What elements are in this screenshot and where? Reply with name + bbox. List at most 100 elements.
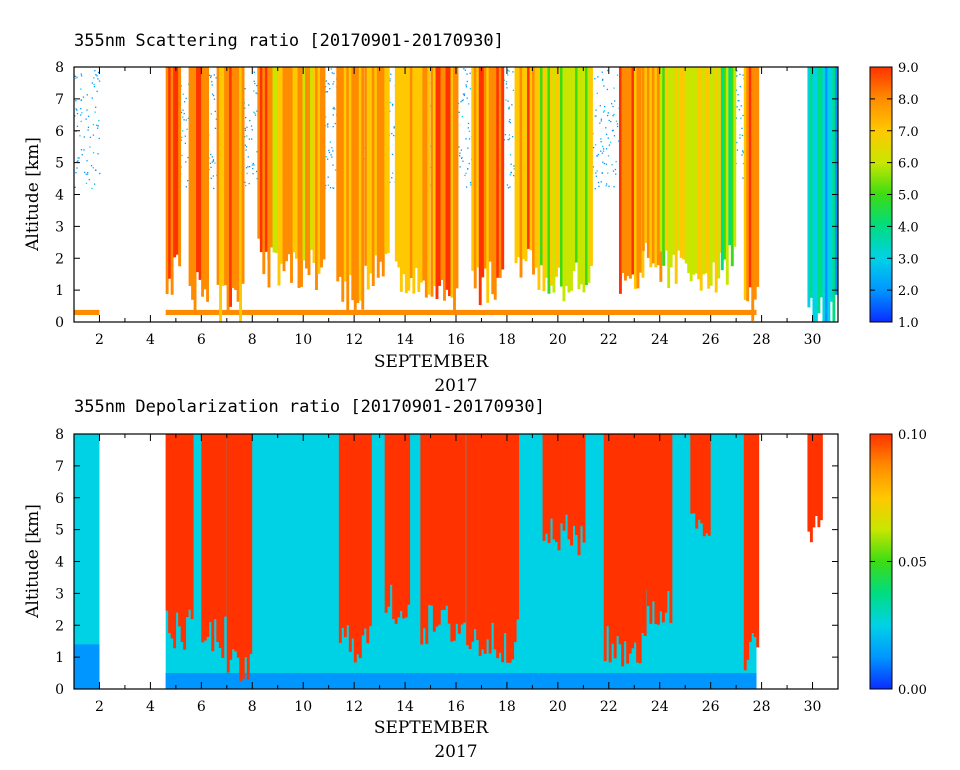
scattering-noise-speckle	[607, 115, 608, 116]
scattering-cloud-column	[537, 67, 592, 301]
scattering-noise-speckle	[598, 154, 599, 155]
scattering-noise-speckle	[77, 113, 78, 114]
scattering-noise-speckle	[465, 84, 466, 85]
scattering-noise-speckle	[327, 126, 328, 127]
scattering-noise-speckle	[608, 120, 609, 121]
colorbar-tick-label: 4.0	[898, 220, 919, 235]
scattering-noise-speckle	[212, 94, 213, 95]
scattering-noise-speckle	[461, 158, 462, 159]
scattering-noise-speckle	[466, 73, 467, 74]
colorbar-tick-label: 2.0	[898, 284, 919, 299]
scattering-noise-speckle	[608, 155, 609, 156]
colorbar-tick-label: 9.0	[898, 61, 919, 76]
scattering-noise-speckle	[88, 127, 89, 128]
scattering-noise-speckle	[601, 181, 602, 182]
scattering-noise-speckle	[327, 91, 328, 92]
scattering-noise-speckle	[512, 71, 513, 72]
scattering-noise-speckle	[93, 134, 94, 135]
scattering-noise-speckle	[613, 170, 614, 171]
y-tick-label: 1	[55, 650, 64, 666]
scattering-noise-speckle	[595, 115, 596, 116]
scattering-noise-speckle	[186, 119, 187, 120]
scattering-noise-speckle	[252, 173, 253, 174]
scattering-noise-speckle	[392, 104, 393, 105]
x-tick-label: 2	[95, 332, 104, 348]
scattering-noise-speckle	[600, 105, 601, 106]
x-tick-label: 18	[498, 332, 516, 348]
scattering-noise-speckle	[252, 129, 253, 130]
scattering-noise-speckle	[609, 145, 610, 146]
scattering-noise-speckle	[92, 82, 93, 83]
depolarization-plot-area	[74, 434, 838, 689]
scattering-noise-speckle	[617, 123, 618, 124]
scattering-noise-speckle	[253, 164, 254, 165]
scattering-colorbar: 1.02.03.04.05.06.07.08.09.0	[870, 61, 919, 331]
scattering-noise-speckle	[76, 110, 77, 111]
scattering-noise-speckle	[247, 166, 248, 167]
scattering-noise-speckle	[603, 151, 604, 152]
scattering-noise-speckle	[75, 78, 76, 79]
scattering-noise-speckle	[79, 135, 80, 136]
scattering-noise-speckle	[509, 121, 510, 122]
x-tick-label: 4	[146, 332, 155, 348]
scattering-noise-speckle	[183, 119, 184, 120]
scattering-noise-speckle	[330, 141, 331, 142]
x-tick-label: 28	[753, 332, 771, 348]
scattering-noise-speckle	[254, 81, 255, 82]
scattering-noise-speckle	[596, 176, 597, 177]
scattering-noise-speckle	[245, 117, 246, 118]
scattering-noise-speckle	[604, 106, 605, 107]
scattering-noise-speckle	[245, 185, 246, 186]
scattering-noise-speckle	[509, 134, 510, 135]
scattering-noise-speckle	[331, 156, 332, 157]
y-tick-label: 0	[55, 682, 64, 698]
scattering-x-axis-label: SEPTEMBER	[374, 352, 490, 372]
scattering-cloud-column	[395, 67, 430, 298]
x-tick-label: 30	[804, 699, 822, 715]
scattering-noise-speckle	[617, 75, 618, 76]
scattering-noise-speckle	[608, 186, 609, 187]
scattering-noise-speckle	[213, 159, 214, 160]
scattering-noise-speckle	[598, 182, 599, 183]
scattering-noise-speckle	[82, 154, 83, 155]
scattering-noise-speckle	[327, 159, 328, 160]
scattering-noise-speckle	[462, 100, 463, 101]
scattering-noise-speckle	[507, 184, 508, 185]
scattering-noise-speckle	[511, 104, 512, 105]
scattering-noise-speckle	[83, 96, 84, 97]
scattering-noise-speckle	[333, 126, 334, 127]
figure-canvas: 355nm Scattering ratio [20170901-2017093…	[0, 0, 960, 770]
depolarization-x-axis-label: SEPTEMBER	[374, 718, 490, 738]
depolarization-cloud-column	[807, 434, 822, 542]
scattering-noise-speckle	[742, 74, 743, 75]
scattering-noise-speckle	[512, 136, 513, 137]
scattering-noise-speckle	[600, 138, 601, 139]
scattering-noise-speckle	[597, 155, 598, 156]
scattering-noise-speckle	[612, 115, 613, 116]
scattering-noise-speckle	[328, 185, 329, 186]
scattering-y-axis-label: Altitude [km]	[23, 137, 43, 252]
x-tick-label: 22	[600, 699, 618, 715]
scattering-noise-speckle	[607, 172, 608, 173]
scattering-noise-speckle	[249, 166, 250, 167]
scattering-noise-speckle	[182, 130, 183, 131]
scattering-noise-speckle	[465, 70, 466, 71]
scattering-noise-speckle	[602, 146, 603, 147]
scattering-cloud-column	[721, 67, 736, 285]
scattering-noise-speckle	[91, 188, 92, 189]
scattering-noise-speckle	[215, 77, 216, 78]
scattering-noise-speckle	[214, 74, 215, 75]
scattering-noise-speckle	[210, 154, 211, 155]
scattering-noise-speckle	[95, 107, 96, 108]
scattering-noise-speckle	[510, 154, 511, 155]
scattering-noise-speckle	[510, 174, 511, 175]
scattering-noise-speckle	[394, 127, 395, 128]
scattering-noise-speckle	[509, 186, 510, 187]
scattering-noise-speckle	[605, 127, 606, 128]
scattering-noise-speckle	[80, 88, 81, 89]
scattering-noise-speckle	[246, 146, 247, 147]
scattering-noise-speckle	[509, 119, 510, 120]
scattering-noise-speckle	[333, 108, 334, 109]
scattering-noise-speckle	[742, 135, 743, 136]
scattering-noise-speckle	[611, 164, 612, 165]
